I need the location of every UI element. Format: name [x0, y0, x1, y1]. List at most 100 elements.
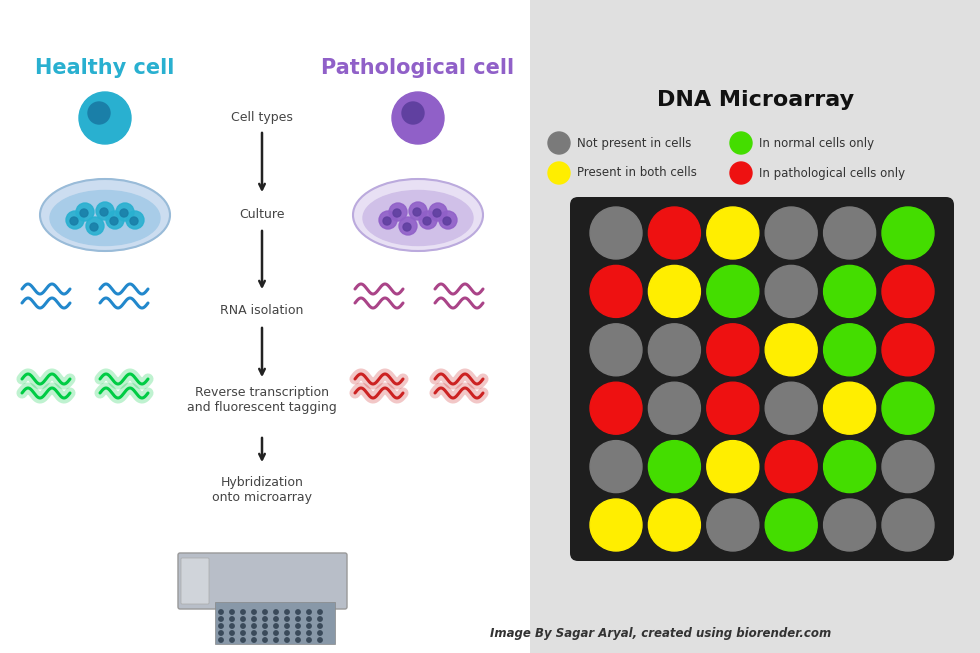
Circle shape [252, 617, 256, 621]
Circle shape [285, 638, 289, 642]
Circle shape [402, 102, 424, 124]
Circle shape [273, 631, 278, 635]
Circle shape [590, 382, 642, 434]
Circle shape [882, 441, 934, 492]
Circle shape [649, 324, 701, 375]
Circle shape [130, 217, 138, 225]
Circle shape [590, 324, 642, 375]
Circle shape [307, 638, 312, 642]
Circle shape [110, 217, 118, 225]
Circle shape [649, 499, 701, 551]
Circle shape [823, 382, 875, 434]
Circle shape [882, 207, 934, 259]
Circle shape [229, 610, 234, 614]
Circle shape [707, 499, 759, 551]
Circle shape [219, 624, 223, 628]
Circle shape [285, 624, 289, 628]
Circle shape [392, 92, 444, 144]
Circle shape [219, 638, 223, 642]
Circle shape [273, 624, 278, 628]
Circle shape [707, 265, 759, 317]
Circle shape [823, 324, 875, 375]
Text: Healthy cell: Healthy cell [35, 58, 174, 78]
FancyBboxPatch shape [530, 0, 980, 653]
Circle shape [66, 211, 84, 229]
Text: In pathological cells only: In pathological cells only [759, 167, 906, 180]
Circle shape [823, 207, 875, 259]
Ellipse shape [40, 179, 170, 251]
Circle shape [318, 610, 322, 614]
Circle shape [296, 624, 300, 628]
Circle shape [263, 617, 268, 621]
Circle shape [649, 382, 701, 434]
Circle shape [263, 610, 268, 614]
Circle shape [649, 441, 701, 492]
Circle shape [765, 441, 817, 492]
Circle shape [590, 265, 642, 317]
Circle shape [765, 324, 817, 375]
Circle shape [419, 211, 437, 229]
Circle shape [241, 631, 245, 635]
Circle shape [318, 631, 322, 635]
Circle shape [403, 223, 411, 231]
Circle shape [707, 207, 759, 259]
Circle shape [263, 631, 268, 635]
Circle shape [765, 265, 817, 317]
Circle shape [882, 265, 934, 317]
Circle shape [823, 441, 875, 492]
Circle shape [241, 610, 245, 614]
Circle shape [80, 209, 88, 217]
Circle shape [273, 638, 278, 642]
Circle shape [86, 217, 104, 235]
Circle shape [882, 324, 934, 375]
Circle shape [285, 617, 289, 621]
Circle shape [296, 610, 300, 614]
Circle shape [285, 631, 289, 635]
Circle shape [241, 617, 245, 621]
Circle shape [219, 617, 223, 621]
FancyBboxPatch shape [570, 197, 954, 561]
Circle shape [590, 207, 642, 259]
Circle shape [765, 382, 817, 434]
Circle shape [100, 208, 108, 216]
Circle shape [389, 203, 407, 221]
Circle shape [273, 617, 278, 621]
Circle shape [443, 217, 451, 225]
Circle shape [219, 631, 223, 635]
FancyBboxPatch shape [215, 602, 335, 644]
Circle shape [590, 441, 642, 492]
Circle shape [229, 638, 234, 642]
Circle shape [429, 203, 447, 221]
Circle shape [126, 211, 144, 229]
Circle shape [423, 217, 431, 225]
Circle shape [882, 382, 934, 434]
Circle shape [252, 624, 256, 628]
Circle shape [730, 162, 752, 184]
Circle shape [263, 638, 268, 642]
Circle shape [707, 382, 759, 434]
Circle shape [70, 217, 78, 225]
Text: Culture: Culture [239, 208, 285, 221]
Circle shape [273, 610, 278, 614]
Circle shape [285, 610, 289, 614]
Text: DNA Microarray: DNA Microarray [658, 90, 855, 110]
Circle shape [252, 631, 256, 635]
Circle shape [120, 209, 128, 217]
Circle shape [649, 265, 701, 317]
Text: Reverse transcription
and fluorescent tagging: Reverse transcription and fluorescent ta… [187, 386, 337, 414]
Circle shape [649, 207, 701, 259]
FancyBboxPatch shape [0, 0, 530, 653]
Text: Not present in cells: Not present in cells [577, 136, 691, 150]
Ellipse shape [353, 179, 483, 251]
Circle shape [88, 102, 110, 124]
Circle shape [296, 617, 300, 621]
Circle shape [241, 624, 245, 628]
Circle shape [219, 610, 223, 614]
Circle shape [318, 617, 322, 621]
Circle shape [393, 209, 401, 217]
Circle shape [730, 132, 752, 154]
Circle shape [707, 441, 759, 492]
Circle shape [439, 211, 457, 229]
Text: Cell types: Cell types [231, 112, 293, 125]
Circle shape [318, 624, 322, 628]
